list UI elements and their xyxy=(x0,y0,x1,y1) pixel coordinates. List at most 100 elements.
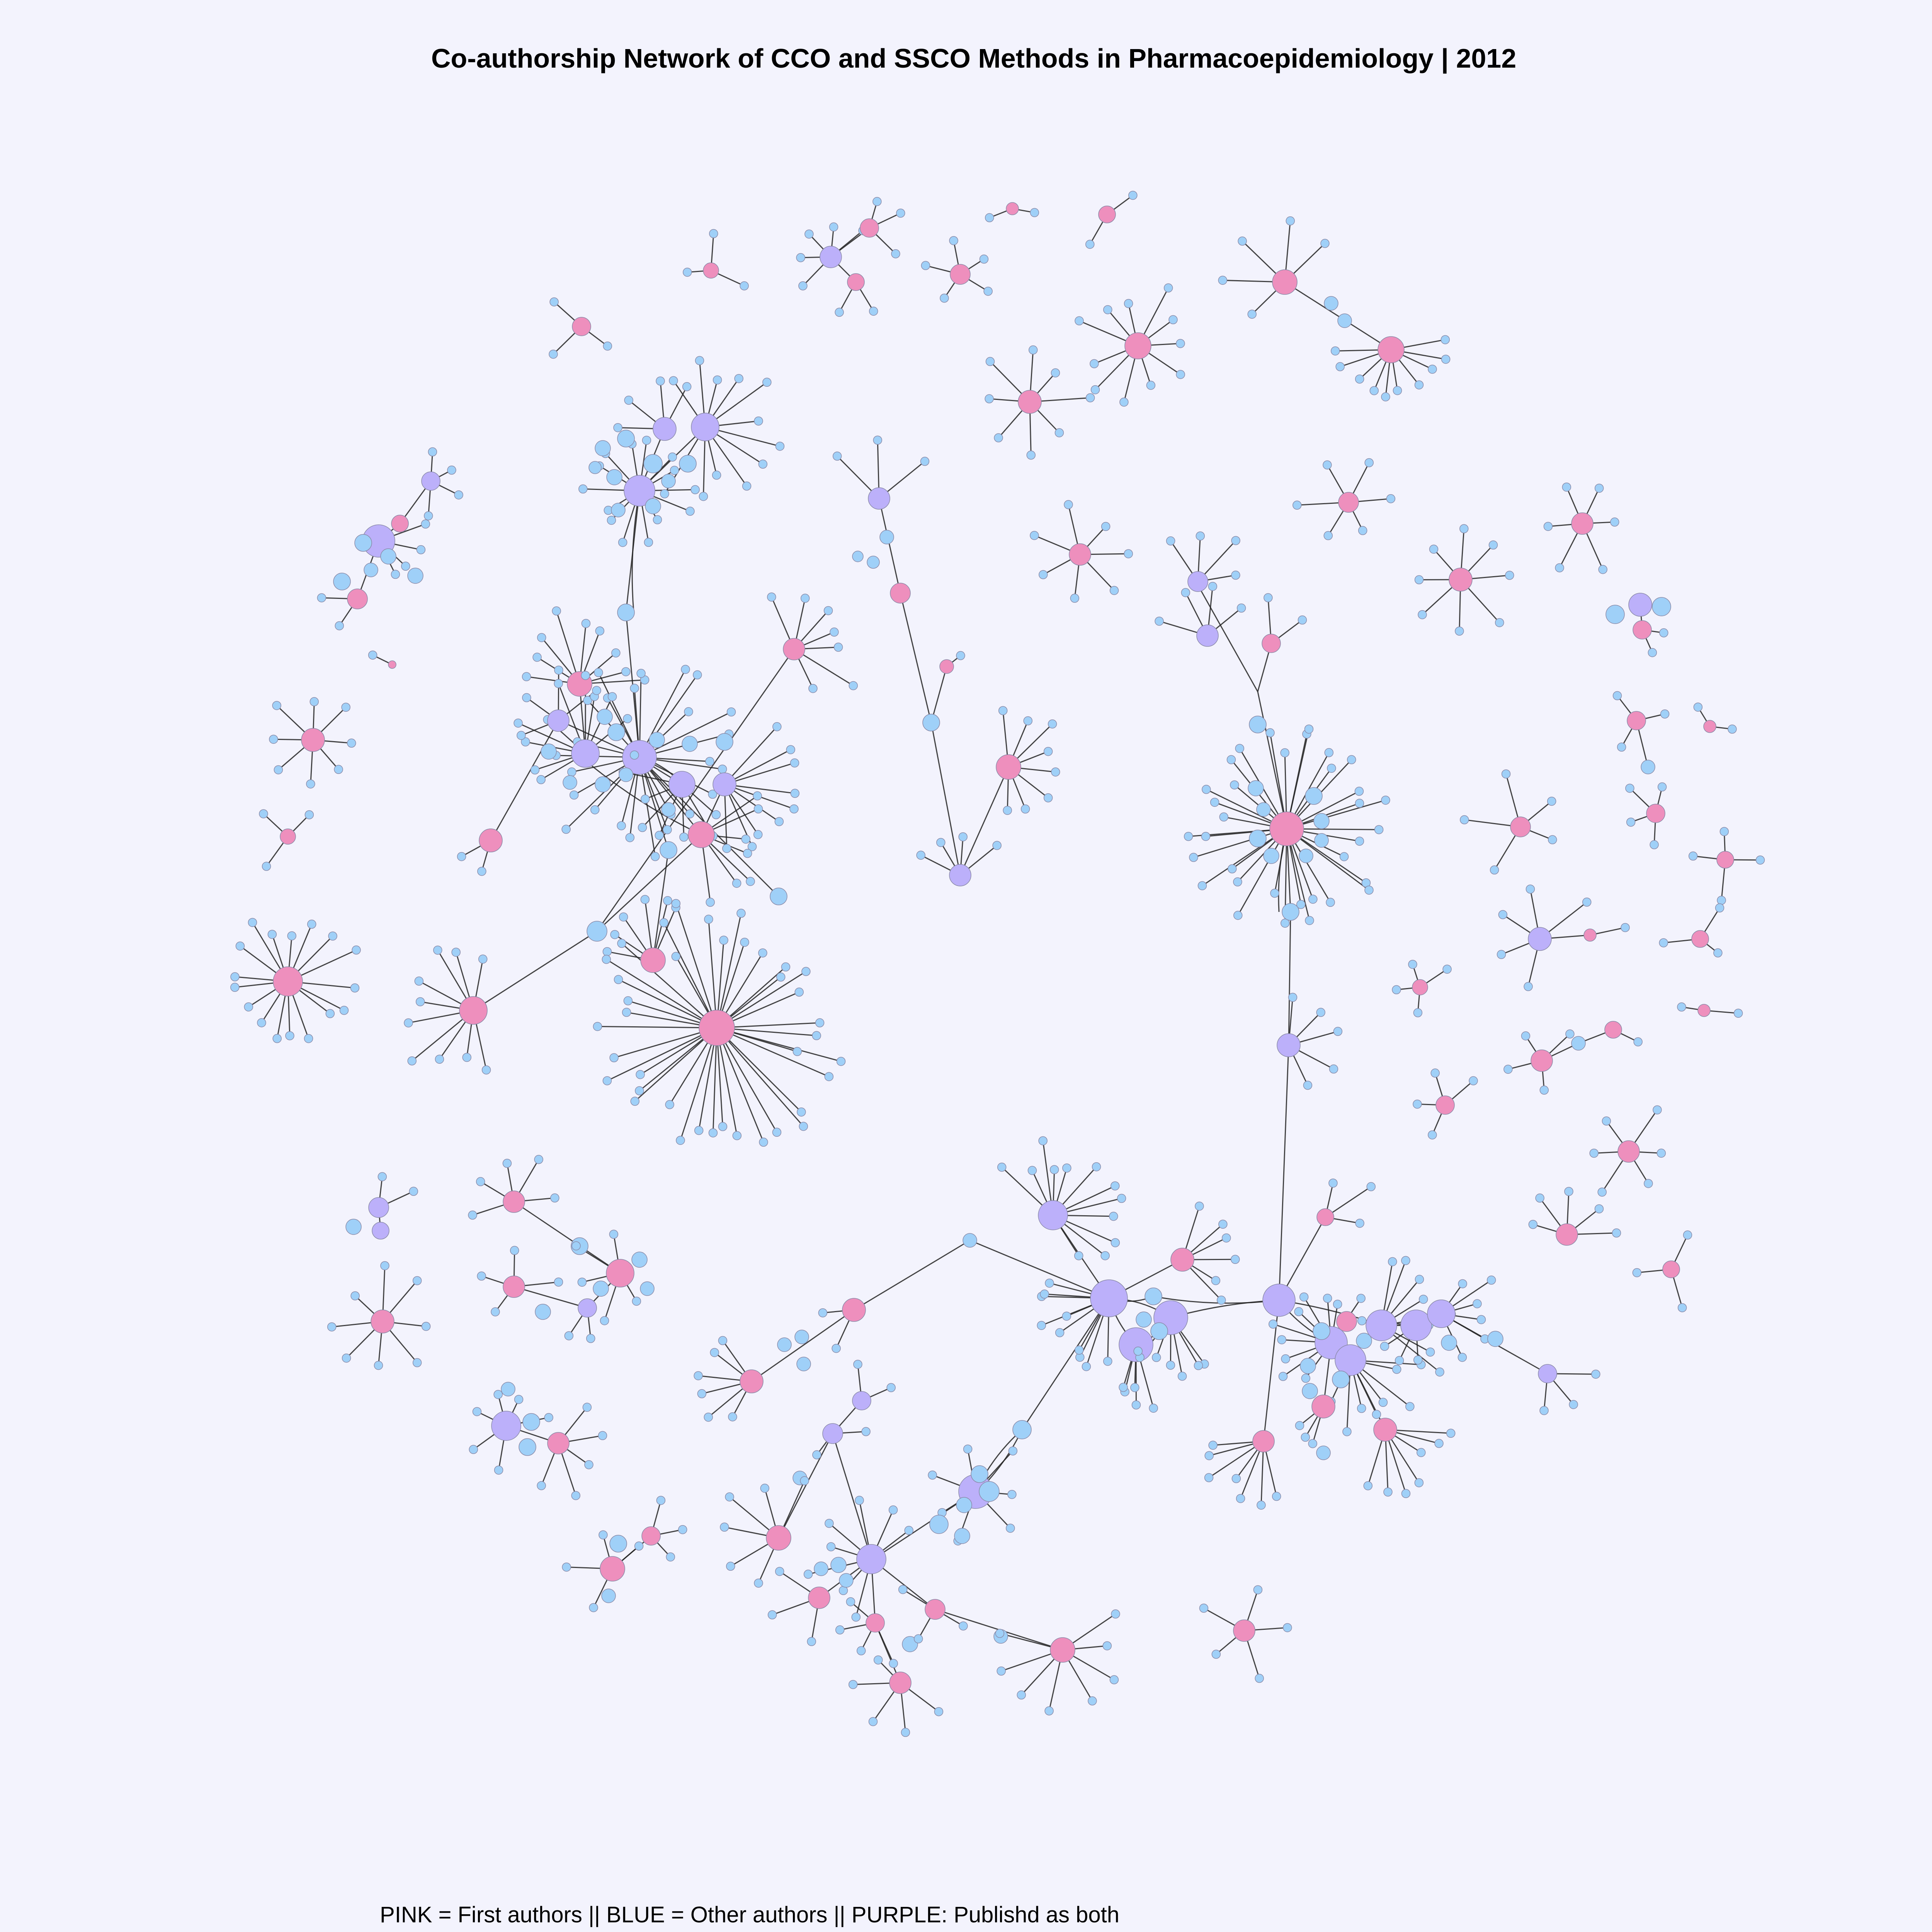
other-author-node xyxy=(618,537,628,547)
other-author-node xyxy=(1428,364,1437,374)
other-author-node xyxy=(1145,1287,1162,1305)
other-author-node xyxy=(1339,852,1349,861)
other-author-node xyxy=(994,433,1003,442)
other-author-node xyxy=(718,764,727,774)
other-author-node xyxy=(734,374,743,383)
other-author-node xyxy=(669,376,678,385)
first-author-node xyxy=(866,1613,885,1633)
other-author-node xyxy=(593,1022,602,1031)
other-author-node xyxy=(767,592,776,602)
first-author-node xyxy=(301,728,325,752)
other-author-node xyxy=(259,809,268,818)
first-author-node xyxy=(860,218,879,238)
other-author-node xyxy=(665,1100,674,1109)
other-author-node xyxy=(1569,1400,1578,1409)
other-author-node xyxy=(685,507,695,516)
other-author-node xyxy=(1208,1440,1218,1450)
other-author-node xyxy=(1027,1166,1037,1175)
other-author-node xyxy=(1495,618,1504,628)
coauthor-edge xyxy=(596,649,795,932)
other-author-node xyxy=(1469,1076,1478,1085)
coauthor-edge xyxy=(618,979,717,1029)
other-author-node xyxy=(595,776,611,793)
other-author-node xyxy=(1247,310,1257,319)
other-author-node xyxy=(421,519,430,529)
other-author-node xyxy=(1222,1233,1231,1243)
coauthor-edge xyxy=(900,593,932,723)
other-author-node xyxy=(1323,460,1332,469)
other-author-node xyxy=(1648,648,1657,657)
other-author-node xyxy=(339,1006,349,1015)
other-author-node xyxy=(1298,615,1307,625)
other-author-node xyxy=(826,1542,836,1551)
other-author-node xyxy=(896,208,905,218)
other-author-node xyxy=(380,1261,389,1270)
other-author-node xyxy=(644,537,653,547)
other-author-node xyxy=(853,1360,862,1369)
other-author-node xyxy=(1501,769,1511,779)
other-author-node xyxy=(776,972,786,982)
other-author-node xyxy=(725,1492,734,1502)
other-author-node xyxy=(1413,1355,1423,1365)
other-author-node xyxy=(798,281,808,291)
other-author-node xyxy=(494,1465,503,1475)
other-author-node xyxy=(1347,755,1356,764)
other-author-node xyxy=(1231,1255,1240,1264)
coauthor-edge xyxy=(751,1309,854,1382)
other-author-node xyxy=(1296,900,1306,909)
other-author-node xyxy=(1085,393,1095,403)
first-author-node xyxy=(503,1190,525,1213)
other-author-node xyxy=(709,229,718,238)
other-author-node xyxy=(1226,755,1236,764)
other-author-node xyxy=(1280,918,1290,928)
first-author-node xyxy=(1233,1619,1255,1642)
other-author-node xyxy=(510,1246,519,1255)
other-author-node xyxy=(1208,582,1218,591)
other-author-node xyxy=(634,1541,644,1551)
other-author-node xyxy=(414,976,424,986)
other-author-node xyxy=(1308,895,1318,904)
other-author-node xyxy=(1146,381,1156,390)
other-author-node xyxy=(916,850,925,860)
other-author-node xyxy=(758,459,768,469)
other-author-node xyxy=(1458,1279,1467,1289)
other-author-node xyxy=(650,852,660,861)
other-author-node xyxy=(1366,1182,1376,1191)
other-author-node xyxy=(335,621,344,631)
other-author-node xyxy=(694,1371,703,1381)
coauthor-edge xyxy=(675,903,718,1028)
other-author-node xyxy=(601,1588,616,1603)
other-author-node xyxy=(1329,1064,1338,1074)
other-author-node xyxy=(577,1277,587,1287)
other-author-node xyxy=(1446,1429,1456,1438)
other-author-node xyxy=(796,253,805,262)
other-author-node xyxy=(607,515,616,525)
other-author-node xyxy=(851,1612,861,1622)
other-author-node xyxy=(267,930,277,939)
other-author-node xyxy=(710,1348,719,1357)
other-author-node xyxy=(409,1187,418,1196)
other-author-node xyxy=(1017,1690,1026,1700)
other-author-node xyxy=(1539,1406,1549,1415)
other-author-node xyxy=(1204,1473,1214,1482)
other-author-node xyxy=(552,606,561,616)
other-author-node xyxy=(1356,1333,1372,1349)
first-author-node xyxy=(842,1298,866,1322)
both-roles-node xyxy=(1538,1364,1557,1383)
other-author-node xyxy=(622,1008,631,1017)
other-author-node xyxy=(610,930,619,939)
other-author-node xyxy=(631,1252,648,1268)
other-author-node xyxy=(342,1353,351,1363)
first-author-node xyxy=(479,828,503,852)
other-author-node xyxy=(659,918,668,927)
other-author-node xyxy=(699,492,708,501)
other-author-node xyxy=(720,1522,729,1532)
other-author-node xyxy=(904,1526,913,1535)
other-author-node xyxy=(979,1481,1000,1502)
other-author-node xyxy=(886,1383,896,1392)
other-author-node xyxy=(642,435,651,445)
first-author-node xyxy=(1412,979,1428,995)
other-author-node xyxy=(630,684,639,693)
other-author-node xyxy=(554,1277,563,1287)
